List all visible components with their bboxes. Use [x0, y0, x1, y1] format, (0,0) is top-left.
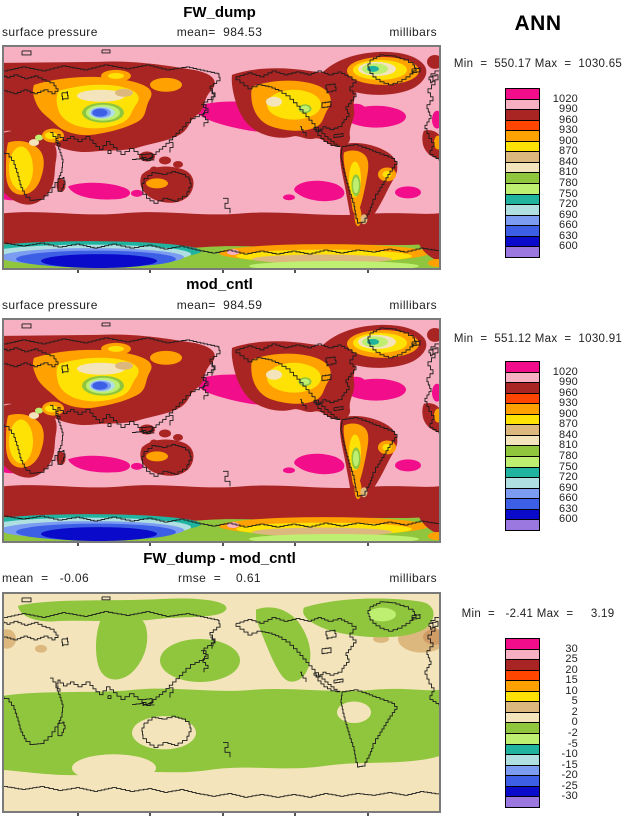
- legend-level-label: 840: [559, 428, 578, 441]
- legend-level-label: 930: [559, 124, 578, 137]
- map-fw-dump: [2, 45, 441, 273]
- season-label: ANN: [514, 12, 562, 35]
- map-mod-cntl: [2, 318, 441, 546]
- rmse-stat: rmse = 0.61: [177, 571, 262, 585]
- legend-level-label: 780: [559, 177, 578, 190]
- legend-level-label: 960: [559, 386, 578, 399]
- panel-title-case: FW_dump: [183, 4, 256, 21]
- legend-level-label: 20: [565, 663, 578, 676]
- longitude-tick: [294, 543, 296, 546]
- longitude-tick: [294, 270, 296, 273]
- legend-level-label: 660: [559, 492, 578, 505]
- legend-level-label: -30: [561, 790, 578, 803]
- legend-level-label: 15: [565, 674, 578, 687]
- legend-level-label: -20: [561, 769, 578, 782]
- minmax-label-difference: Min = -2.41 Max = 3.19: [461, 608, 615, 620]
- pressure-field: [4, 47, 439, 268]
- legend-level-label: 900: [559, 407, 578, 420]
- panel-subheader: surface pressure mean= 984.53 millibars: [2, 25, 437, 40]
- panel-title-difference: FW_dump - mod_cntl: [143, 550, 296, 567]
- legend-level-label: 10: [565, 684, 578, 697]
- longitude-tick: [366, 270, 369, 273]
- legend-level-label: 780: [559, 450, 578, 463]
- legend-color-swatch: [505, 246, 540, 258]
- legend-level-label: 990: [559, 103, 578, 116]
- legend-level-label: 630: [559, 229, 578, 242]
- panel-subheader: surface pressure mean= 984.59 millibars: [2, 298, 437, 313]
- difference-field: [4, 598, 439, 782]
- colorbar-difference: 30 25 20 15 10 5 2 0 -2 -5 -10 -15 -20 -25 -30: [505, 638, 585, 810]
- legend-level-label: -5: [567, 737, 578, 750]
- legend-level-label: 960: [559, 113, 578, 126]
- longitude-tick: [366, 543, 369, 546]
- legend-level-label: 690: [559, 481, 578, 494]
- legend-level-label: 1020: [552, 92, 578, 105]
- legend-level-label: 930: [559, 397, 578, 410]
- longitude-tick: [76, 813, 79, 816]
- legend-color-swatch: [505, 796, 540, 808]
- legend-level-label: 810: [559, 166, 578, 179]
- legend-level-label: 5: [571, 695, 578, 708]
- legend-level-label: 990: [559, 376, 578, 389]
- longitude-tick: [149, 813, 151, 816]
- units-label: millibars: [389, 25, 437, 39]
- mean-stat: mean= 984.59: [176, 298, 263, 312]
- variable-label: surface pressure: [2, 25, 98, 39]
- legend-level-label: 750: [559, 187, 578, 200]
- legend-level-label: 2: [571, 705, 578, 718]
- legend-level-label: 900: [559, 134, 578, 147]
- legend-level-label: 870: [559, 418, 578, 431]
- legend-level-label: 630: [559, 502, 578, 515]
- legend-level-label: 25: [565, 653, 578, 666]
- legend-level-label: 870: [559, 145, 578, 158]
- legend-color-swatch: [505, 519, 540, 531]
- legend-level-label: 840: [559, 155, 578, 168]
- legend-level-label: 30: [565, 642, 578, 655]
- longitude-tick: [76, 543, 79, 546]
- legend-level-label: -25: [561, 779, 578, 792]
- longitude-tick: [149, 270, 151, 273]
- panel-title-control: mod_cntl: [186, 276, 253, 293]
- longitude-tick: [221, 813, 224, 816]
- legend-level-label: -2: [567, 727, 578, 740]
- legend-level-label: -10: [561, 748, 578, 761]
- legend-level-label: -15: [561, 758, 578, 771]
- minmax-label-control: Min = 551.12 Max = 1030.91: [453, 333, 623, 345]
- legend-level-label: 600: [559, 240, 578, 253]
- units-label: millibars: [389, 571, 437, 585]
- legend-level-label: 690: [559, 208, 578, 221]
- colorbar-case: 1020 990 960 930 900 870 840 810 780 750 720 690 660…: [505, 88, 585, 260]
- colorbar-control: 1020 990 960 930 900 870 840 810 780 750 720 690 660…: [505, 361, 585, 533]
- variable-label: surface pressure: [2, 298, 98, 312]
- mean-stat: mean= 984.53: [176, 25, 263, 39]
- panel-subheader: mean = -0.06 rmse = 0.61 millibars: [2, 571, 437, 586]
- legend-level-label: 0: [571, 716, 578, 729]
- units-label: millibars: [389, 298, 437, 312]
- longitude-tick: [294, 813, 296, 816]
- minmax-label-case: Min = 550.17 Max = 1030.65: [453, 58, 623, 70]
- longitude-tick: [221, 270, 224, 273]
- longitude-tick: [76, 270, 79, 273]
- mean-stat: mean = -0.06: [2, 571, 90, 585]
- legend-level-label: 660: [559, 219, 578, 232]
- legend-level-label: 750: [559, 460, 578, 473]
- legend-level-label: 600: [559, 513, 578, 526]
- map-difference: [2, 592, 441, 816]
- legend-level-label: 720: [559, 198, 578, 211]
- pressure-field: [4, 320, 439, 541]
- longitude-tick: [366, 813, 369, 816]
- legend-level-label: 720: [559, 471, 578, 484]
- legend-level-label: 810: [559, 439, 578, 452]
- longitude-tick: [149, 543, 151, 546]
- legend-level-label: 1020: [552, 365, 578, 378]
- longitude-tick: [221, 543, 224, 546]
